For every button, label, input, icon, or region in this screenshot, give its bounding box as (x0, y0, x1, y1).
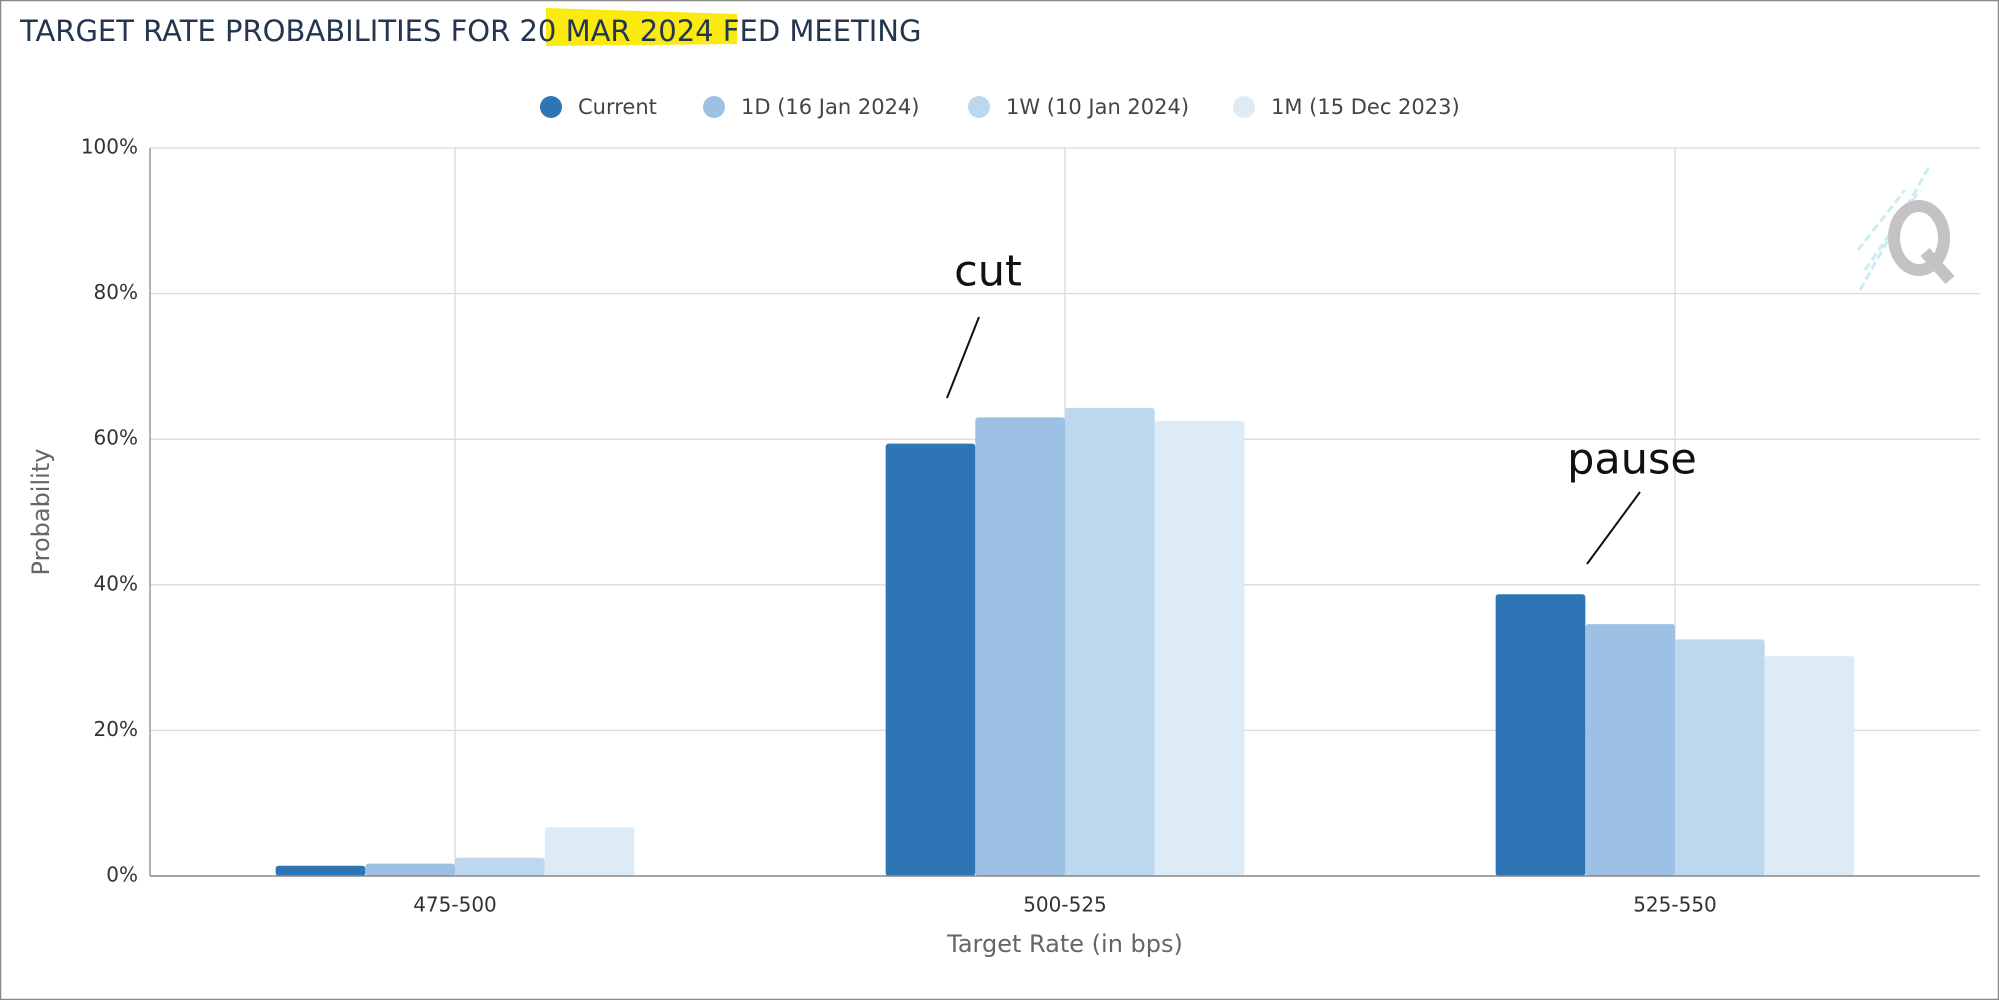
legend-label: 1W (10 Jan 2024) (1006, 95, 1189, 119)
bar (544, 827, 635, 876)
legend-label: Current (578, 95, 657, 119)
highlight (546, 8, 737, 46)
y-tick-label: 0% (106, 863, 138, 887)
chart-title: TARGET RATE PROBABILITIES FOR 20 MAR 202… (19, 14, 921, 48)
x-tick-label: 525-550 (1633, 893, 1717, 917)
y-tick-label: 20% (94, 717, 138, 741)
legend-marker (1233, 96, 1255, 118)
bar (1675, 639, 1765, 876)
watermark (1856, 164, 1955, 291)
bar (975, 417, 1065, 876)
bar (275, 865, 366, 876)
annotation: pause (1567, 435, 1697, 485)
y-tick-label: 100% (81, 135, 138, 159)
x-axis-label: Target Rate (in bps) (946, 930, 1183, 958)
bar (1764, 656, 1855, 876)
bar (1154, 421, 1245, 876)
legend-label: 1M (15 Dec 2023) (1271, 95, 1460, 119)
bar (1065, 407, 1155, 876)
legend-marker (540, 96, 562, 118)
bar (455, 857, 545, 876)
annotation-line (946, 316, 980, 399)
bar (1585, 624, 1675, 876)
bar (365, 863, 455, 876)
legend-label: 1D (16 Jan 2024) (741, 95, 919, 119)
y-tick-label: 80% (94, 280, 138, 304)
x-tick-label: 475-500 (413, 893, 497, 917)
annotation-line (1586, 491, 1641, 565)
x-tick-label: 500-525 (1023, 893, 1107, 917)
bar (885, 443, 976, 876)
legend-marker (703, 96, 725, 118)
legend-marker (968, 96, 990, 118)
y-axis-label: Probability (27, 449, 55, 576)
y-tick-label: 60% (94, 426, 138, 450)
annotation: cut (954, 247, 1022, 297)
y-tick-label: 40% (94, 571, 138, 595)
bar (1495, 594, 1586, 876)
